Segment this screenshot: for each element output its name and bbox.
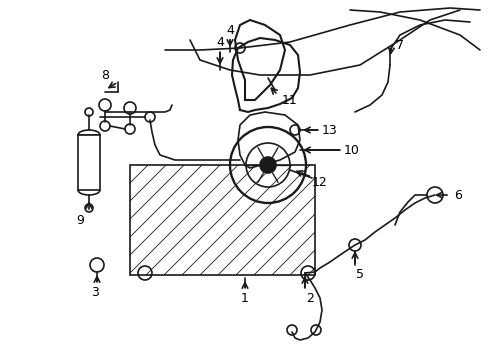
Text: 12: 12 (312, 176, 328, 189)
Text: 4: 4 (216, 36, 224, 49)
Text: 1: 1 (241, 292, 249, 305)
Text: 8: 8 (101, 68, 109, 81)
Bar (130, 165, 315, 275)
Text: 10: 10 (344, 144, 360, 157)
Text: 9: 9 (76, 213, 84, 226)
Text: 6: 6 (454, 189, 462, 202)
Text: 7: 7 (396, 39, 404, 51)
Text: 5: 5 (356, 269, 364, 282)
Text: 3: 3 (91, 285, 99, 298)
Text: 13: 13 (322, 123, 338, 136)
Bar (78, 135, 100, 190)
Text: 11: 11 (282, 94, 298, 107)
Text: 2: 2 (306, 292, 314, 305)
Circle shape (260, 157, 276, 173)
Text: 4: 4 (226, 23, 234, 36)
